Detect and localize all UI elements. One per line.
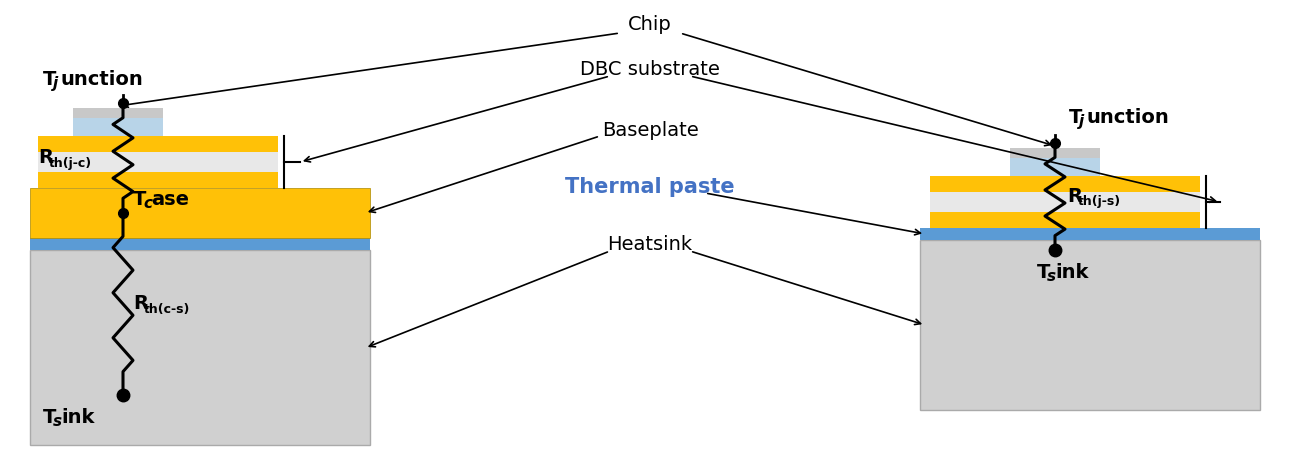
Bar — [1010, 158, 1100, 176]
Text: R: R — [38, 148, 53, 167]
Bar — [930, 192, 1200, 212]
Text: T: T — [133, 190, 147, 209]
Bar — [920, 240, 1260, 410]
Text: j: j — [53, 76, 58, 91]
Bar — [38, 136, 278, 152]
Text: T: T — [43, 70, 56, 89]
Bar — [73, 108, 162, 118]
Text: ink: ink — [1056, 263, 1088, 282]
Text: unction: unction — [61, 70, 144, 89]
Text: R: R — [133, 294, 148, 313]
Text: DBC substrate: DBC substrate — [580, 60, 720, 80]
Text: unction: unction — [1087, 108, 1170, 127]
Bar — [920, 228, 1260, 240]
Bar — [73, 118, 162, 136]
Bar — [30, 238, 370, 250]
Text: th(c-s): th(c-s) — [144, 303, 190, 316]
Text: c: c — [143, 196, 152, 211]
Text: s: s — [53, 414, 62, 429]
Text: s: s — [1046, 269, 1056, 284]
Text: j: j — [1079, 114, 1084, 129]
Text: Baseplate: Baseplate — [602, 120, 698, 140]
Bar — [38, 172, 278, 188]
Bar — [930, 176, 1200, 192]
Text: R: R — [1067, 186, 1082, 206]
Bar — [30, 188, 370, 238]
Text: th(j-c): th(j-c) — [49, 157, 92, 170]
Text: T: T — [1069, 108, 1083, 127]
Text: ase: ase — [151, 190, 188, 209]
Text: T: T — [43, 408, 56, 427]
Text: Chip: Chip — [628, 15, 672, 34]
Bar — [38, 152, 278, 172]
Bar — [1010, 148, 1100, 158]
Text: T: T — [1037, 263, 1050, 282]
Bar — [930, 212, 1200, 228]
Text: ink: ink — [61, 408, 95, 427]
Text: th(j-s): th(j-s) — [1078, 195, 1121, 208]
Text: Heatsink: Heatsink — [607, 235, 693, 254]
Text: Thermal paste: Thermal paste — [566, 177, 734, 197]
Bar — [30, 250, 370, 445]
